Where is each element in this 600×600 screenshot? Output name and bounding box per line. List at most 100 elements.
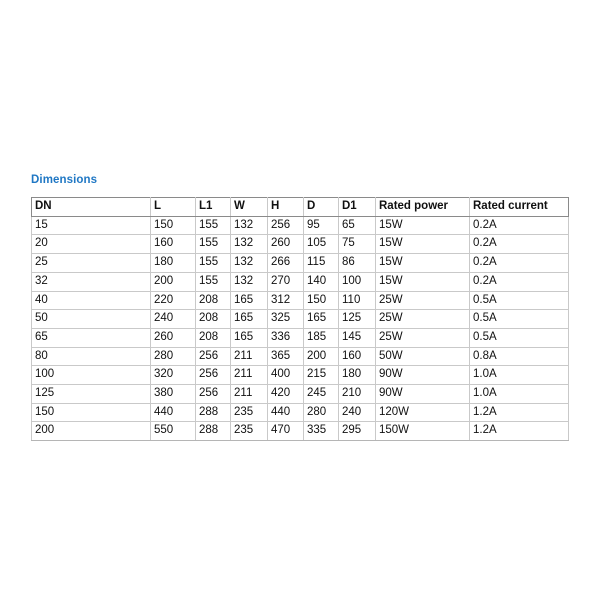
cell-l1: 155 [195, 215, 231, 236]
cell-d1: 100 [338, 271, 376, 292]
cell-rated-current: 1.0A [469, 365, 569, 386]
cell-d: 245 [303, 384, 339, 404]
cell-l: 280 [150, 346, 196, 367]
cell-rated-power: 150W [375, 421, 470, 442]
cell-d: 280 [303, 402, 339, 423]
cell-d: 140 [303, 271, 339, 292]
column-header-dn: DN [31, 197, 151, 217]
cell-dn: 20 [31, 234, 151, 255]
cell-dn: 40 [31, 290, 151, 311]
column-header-d: D [303, 197, 339, 217]
cell-dn: 150 [31, 402, 151, 423]
table-row: 32 200 155 132 270 140 100 15W 0.2A [31, 271, 569, 292]
cell-d: 95 [303, 215, 339, 236]
cell-d: 335 [303, 421, 339, 442]
cell-dn: 65 [31, 327, 151, 348]
cell-h: 400 [267, 365, 304, 386]
cell-l1: 256 [195, 346, 231, 367]
column-header-l1: L1 [195, 197, 231, 217]
cell-rated-power: 120W [375, 402, 470, 423]
cell-w: 165 [230, 309, 268, 329]
cell-h: 440 [267, 402, 304, 423]
cell-dn: 25 [31, 253, 151, 273]
cell-d: 185 [303, 327, 339, 348]
table-row: 65 260 208 165 336 185 145 25W 0.5A [31, 327, 569, 348]
cell-d: 115 [303, 253, 339, 273]
cell-rated-current: 0.5A [469, 309, 569, 329]
cell-l: 220 [150, 290, 196, 311]
cell-rated-current: 0.2A [469, 271, 569, 292]
cell-rated-current: 0.2A [469, 253, 569, 273]
cell-dn: 125 [31, 384, 151, 404]
cell-d1: 295 [338, 421, 376, 442]
cell-h: 325 [267, 309, 304, 329]
column-header-rated-power: Rated power [375, 197, 470, 217]
cell-rated-power: 15W [375, 215, 470, 236]
table-row: 150 440 288 235 440 280 240 120W 1.2A [31, 402, 569, 423]
dimensions-table: DN L L1 W H D D1 Rated power Rated curre… [31, 197, 569, 442]
column-header-l: L [150, 197, 196, 217]
cell-d1: 180 [338, 365, 376, 386]
cell-l1: 208 [195, 290, 231, 311]
cell-rated-power: 25W [375, 309, 470, 329]
cell-d: 150 [303, 290, 339, 311]
cell-dn: 100 [31, 365, 151, 386]
cell-d1: 86 [338, 253, 376, 273]
cell-l1: 208 [195, 309, 231, 329]
table-row: 125 380 256 211 420 245 210 90W 1.0A [31, 384, 569, 404]
cell-w: 211 [230, 346, 268, 367]
cell-l1: 256 [195, 365, 231, 386]
cell-l: 320 [150, 365, 196, 386]
cell-l: 240 [150, 309, 196, 329]
cell-d1: 125 [338, 309, 376, 329]
column-header-rated-current: Rated current [469, 197, 569, 217]
cell-rated-current: 0.2A [469, 234, 569, 255]
table-row: 100 320 256 211 400 215 180 90W 1.0A [31, 365, 569, 386]
cell-rated-power: 90W [375, 365, 470, 386]
cell-l1: 256 [195, 384, 231, 404]
cell-dn: 80 [31, 346, 151, 367]
cell-rated-current: 0.5A [469, 327, 569, 348]
cell-l1: 288 [195, 402, 231, 423]
cell-l: 380 [150, 384, 196, 404]
cell-l: 550 [150, 421, 196, 442]
cell-dn: 50 [31, 309, 151, 329]
cell-d: 105 [303, 234, 339, 255]
cell-w: 165 [230, 327, 268, 348]
cell-h: 312 [267, 290, 304, 311]
table-body: 15 150 155 132 256 95 65 15W 0.2A 20 160… [31, 215, 569, 442]
cell-h: 270 [267, 271, 304, 292]
cell-rated-power: 25W [375, 327, 470, 348]
cell-d1: 75 [338, 234, 376, 255]
cell-l: 180 [150, 253, 196, 273]
cell-l: 440 [150, 402, 196, 423]
table-header: DN L L1 W H D D1 Rated power Rated curre… [31, 197, 569, 217]
cell-h: 256 [267, 215, 304, 236]
cell-l: 260 [150, 327, 196, 348]
cell-dn: 32 [31, 271, 151, 292]
cell-rated-power: 25W [375, 290, 470, 311]
table-row: 20 160 155 132 260 105 75 15W 0.2A [31, 234, 569, 255]
cell-d1: 210 [338, 384, 376, 404]
cell-w: 132 [230, 215, 268, 236]
cell-dn: 200 [31, 421, 151, 442]
cell-dn: 15 [31, 215, 151, 236]
table-row: 80 280 256 211 365 200 160 50W 0.8A [31, 346, 569, 367]
cell-h: 470 [267, 421, 304, 442]
cell-w: 211 [230, 384, 268, 404]
cell-l1: 155 [195, 271, 231, 292]
cell-rated-power: 15W [375, 234, 470, 255]
dimensions-table-container: DN L L1 W H D D1 Rated power Rated curre… [31, 197, 569, 442]
table-row: 15 150 155 132 256 95 65 15W 0.2A [31, 215, 569, 236]
column-header-h: H [267, 197, 304, 217]
cell-w: 235 [230, 421, 268, 442]
page-title: Dimensions [31, 174, 98, 186]
cell-rated-power: 15W [375, 253, 470, 273]
cell-rated-power: 50W [375, 346, 470, 367]
cell-rated-current: 1.2A [469, 402, 569, 423]
cell-d1: 145 [338, 327, 376, 348]
cell-h: 260 [267, 234, 304, 255]
cell-w: 211 [230, 365, 268, 386]
cell-h: 365 [267, 346, 304, 367]
